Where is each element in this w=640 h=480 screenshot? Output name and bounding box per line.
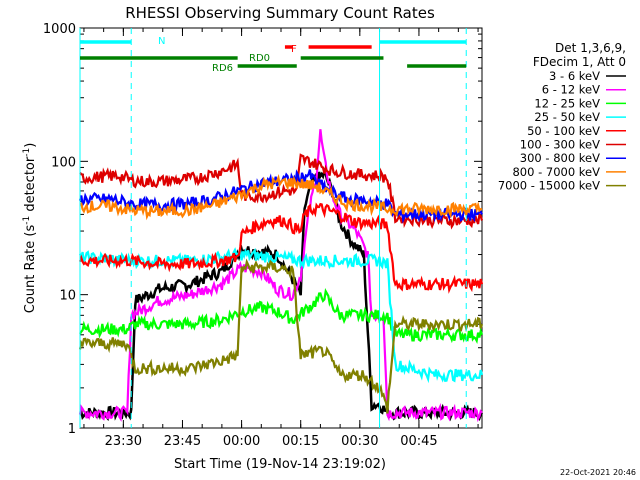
annotation-layer: N F RD0 RD6 [79,28,467,428]
y-tick-label: 100 [51,155,76,170]
legend-header: FDecim 1, Att 0 [533,55,626,69]
series-layer [78,129,484,423]
legend-label: 7000 - 15000 keV [498,179,600,193]
y-axis-label: Count Rate (s-1 detector-1) [22,143,38,314]
legend-label: 25 - 50 keV [534,110,600,124]
legend-label: 12 - 25 keV [534,96,600,110]
series-line-1 [78,129,483,423]
x-tick-label: 00:30 [341,434,378,449]
legend-label: 800 - 7000 keV [512,165,600,179]
y-tick-label: 1000 [43,22,76,37]
y-tick-label: 1 [68,422,76,437]
annotation-f: F [291,44,297,55]
legend-label: 6 - 12 keV [542,83,600,97]
series-line-7 [79,174,483,221]
series-line-4 [78,202,484,294]
x-axis-label: Start Time (19-Nov-14 23:19:02) [174,457,386,472]
y-tick-label: 10 [59,289,76,304]
x-tick-label: 23:45 [164,434,201,449]
annotation-rd0: RD0 [249,53,270,64]
annotation-rd6: RD6 [212,63,233,74]
legend-label: 100 - 300 keV [520,138,600,152]
legend-label: 300 - 800 keV [520,151,600,165]
annotation-n: N [158,36,165,47]
legend-label: 50 - 100 keV [527,124,600,138]
x-tick-label: 00:45 [400,434,437,449]
series-line-0 [79,167,484,422]
series-line-2 [79,288,484,345]
legend-header: Det 1,3,6,9, [555,41,626,55]
series-line-8 [78,258,484,414]
x-tick-label: 00:00 [223,434,260,449]
chart-title: RHESSI Observing Summary Count Rates [125,4,435,22]
legend-label: 3 - 6 keV [549,69,600,83]
timestamp: 22-Oct-2021 20:46 [560,468,636,477]
x-tick-label: 00:15 [282,434,319,449]
x-tick-label: 23:30 [105,434,142,449]
